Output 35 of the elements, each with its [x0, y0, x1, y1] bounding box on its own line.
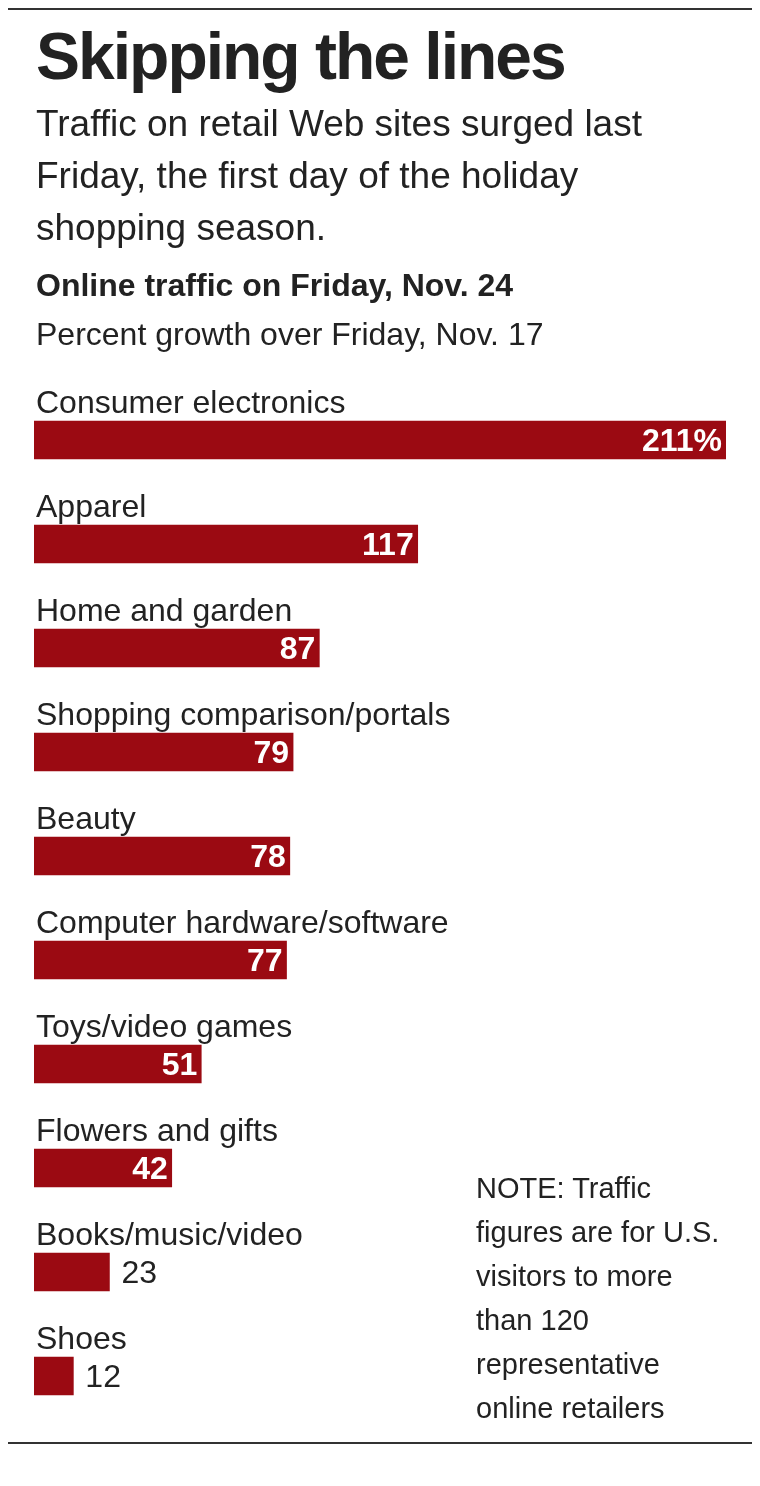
y-tick-label: Shoes — [36, 1320, 127, 1356]
annotation: Percent growth over Friday, Nov. 17 — [35, 315, 545, 354]
data-label: 211% — [641, 421, 722, 458]
data-label: 42 — [132, 1149, 168, 1186]
bar — [34, 524, 419, 564]
bar — [34, 1356, 74, 1396]
data-label: 77 — [246, 941, 283, 978]
y-tick-label: Apparel — [36, 488, 147, 524]
chart-title: Skipping the lines — [35, 18, 566, 95]
data-label: 23 — [121, 1253, 158, 1290]
bar — [34, 732, 294, 772]
y-tick-label: Books/music/video — [36, 1216, 303, 1252]
bar — [34, 420, 726, 460]
data-label: 79 — [253, 733, 290, 770]
bar — [34, 1044, 202, 1084]
bar — [34, 628, 320, 668]
y-tick-label: Computer hardware/software — [36, 904, 449, 940]
data-label: 78 — [250, 837, 286, 874]
text: Online traffic on Friday, Nov. 24 — [35, 266, 515, 305]
data-label: 51 — [161, 1045, 198, 1082]
y-tick-label: Consumer electronics — [36, 384, 346, 420]
bar — [34, 836, 291, 876]
y-tick-label: Shopping comparison/portals — [36, 696, 451, 732]
bar — [34, 1148, 173, 1188]
chart-subtitle: Traffic on retail Web sites surged last Friday, the first day of the holiday shopping season. — [35, 102, 643, 250]
annotation: NOTE: Traffic figures are for U.S. visitors to more than 120 representative online retailers — [476, 1172, 720, 1424]
data-label: 87 — [279, 629, 316, 666]
y-tick-label: Toys/video games — [36, 1008, 293, 1044]
y-tick-label: Flowers and gifts — [36, 1112, 278, 1148]
data-label: 117 — [362, 525, 414, 562]
data-label: 12 — [85, 1357, 121, 1394]
bar — [34, 940, 287, 980]
y-tick-label: Beauty — [36, 800, 136, 836]
bar — [34, 1252, 110, 1292]
y-tick-label: Home and garden — [36, 592, 293, 628]
